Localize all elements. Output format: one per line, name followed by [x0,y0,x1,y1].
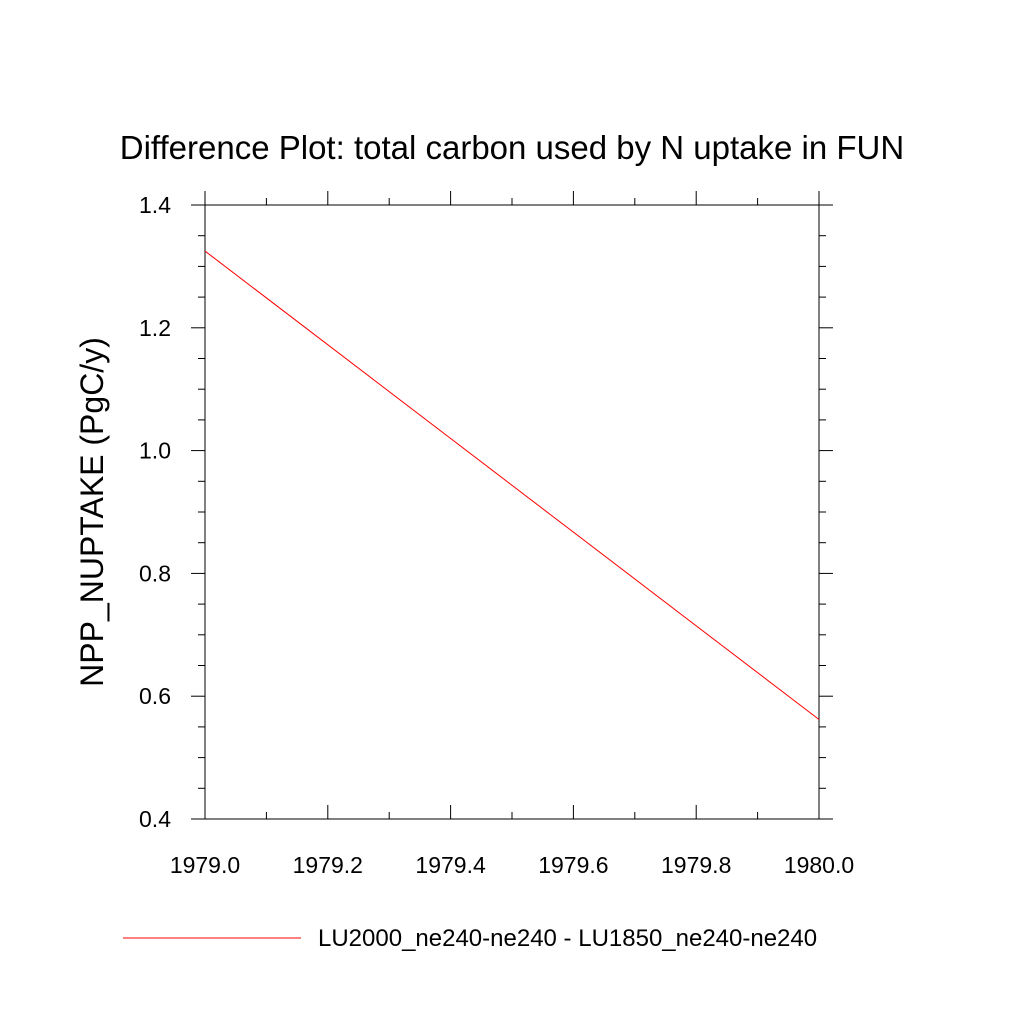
plot-area [204,204,820,820]
x-tick-labels: 1979.0 1979.2 1979.4 1979.6 1979.8 1980.0 [170,852,854,878]
y-tick-label: 1.4 [139,192,171,218]
y-tick-label: 0.6 [139,683,171,709]
y-tick-label: 0.8 [139,560,171,586]
y-tick-label: 1.0 [139,438,171,464]
y-tick-label: 1.2 [139,315,171,341]
axis-ticks [191,191,833,820]
y-axis-label: NPP_NUPTAKE (PgC/y) [74,337,110,687]
x-tick-label: 1980.0 [784,852,854,878]
x-tick-label: 1979.2 [293,852,363,878]
y-tick-label: 0.4 [139,806,171,832]
legend: LU2000_ne240-ne240 - LU1850_ne240-ne240 [123,925,817,952]
x-tick-label: 1979.8 [661,852,731,878]
x-tick-label: 1979.6 [538,852,608,878]
x-tick-label: 1979.0 [170,852,240,878]
series-line [204,250,820,720]
series-lines [204,250,820,720]
x-tick-label: 1979.4 [415,852,486,878]
y-tick-labels: 0.4 0.6 0.8 1.0 1.2 1.4 [139,192,171,832]
plot-frame [204,204,820,820]
legend-label: LU2000_ne240-ne240 - LU1850_ne240-ne240 [318,925,817,952]
chart-title: Difference Plot: total carbon used by N … [120,129,904,166]
